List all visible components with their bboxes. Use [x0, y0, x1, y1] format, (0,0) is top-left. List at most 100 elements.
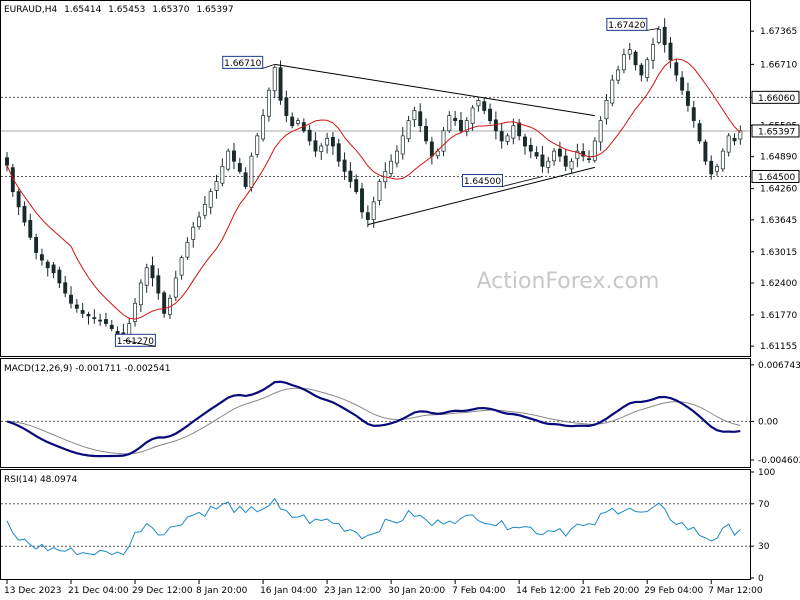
- candle-body: [144, 267, 149, 286]
- macd-axis-label: 0.00: [758, 417, 778, 427]
- candle-body: [389, 160, 394, 174]
- candle-body: [5, 157, 9, 166]
- candle-body: [540, 154, 545, 167]
- macd-layer: [1, 380, 750, 458]
- candle-body: [587, 158, 591, 161]
- candle-body: [668, 42, 673, 61]
- price-annotation-text: 1.67420: [608, 21, 645, 31]
- candle-body: [534, 152, 539, 157]
- candle-body: [226, 150, 231, 170]
- price-level-tag: [751, 169, 800, 183]
- candle-body: [74, 304, 79, 309]
- candle-body: [115, 331, 120, 335]
- price-annotation-text: 1.64500: [464, 177, 501, 187]
- candle-body: [523, 136, 527, 147]
- candle-body: [680, 77, 685, 91]
- candle-body: [220, 165, 225, 184]
- candle-body: [86, 313, 91, 317]
- candle-body: [720, 150, 725, 170]
- candle-body: [412, 110, 417, 121]
- candle-body: [45, 261, 50, 269]
- candle-body: [633, 51, 638, 66]
- candle-body: [604, 100, 609, 120]
- candle-body: [103, 319, 108, 324]
- candle-body: [453, 117, 458, 122]
- x-axis-label: 21 Dec 04:00: [68, 586, 129, 596]
- price-axis-label: 1.64260: [760, 185, 797, 195]
- price-annotation-leader: [646, 27, 659, 31]
- candle-body: [418, 111, 423, 127]
- x-axis-label: 21 Feb 20:00: [580, 586, 639, 596]
- candle-body: [447, 115, 452, 132]
- candle-body: [406, 120, 411, 140]
- candle-body: [39, 254, 44, 261]
- candle-body: [476, 100, 481, 107]
- candle-body: [394, 150, 399, 164]
- x-axis-label: 7 Mar 12:00: [708, 586, 763, 596]
- candle-body: [57, 269, 62, 284]
- candle-body: [133, 302, 137, 322]
- x-axis-label: 29 Feb 04:00: [644, 586, 703, 596]
- candle-body: [22, 206, 27, 223]
- candle-body: [569, 160, 574, 170]
- candle-body: [173, 277, 178, 298]
- macd-axis-label: -0.004603: [758, 456, 800, 466]
- rsi-line: [6, 497, 741, 556]
- price-annotation-box: [114, 333, 156, 347]
- candle-body: [715, 165, 719, 172]
- candle-body: [360, 188, 364, 213]
- candle-body: [150, 265, 155, 279]
- rsi-axis-label: 100: [758, 468, 775, 478]
- x-axis-label: 7 Feb 04:00: [452, 586, 506, 596]
- x-axis-label: 14 Feb 12:00: [516, 586, 575, 596]
- candle-body: [237, 163, 242, 172]
- price-axis-label: 1.61770: [760, 311, 797, 321]
- candle-body: [592, 140, 597, 161]
- rsi-axis-label: 0: [758, 574, 764, 584]
- candle-body: [552, 150, 557, 162]
- candle-body: [528, 144, 533, 152]
- candle-body: [697, 123, 702, 142]
- candle-body: [98, 319, 103, 322]
- x-axis-label: 30 Jan 20:00: [388, 586, 445, 596]
- candle-body: [371, 201, 376, 220]
- candle-body: [179, 257, 184, 276]
- price-level-tag: [751, 124, 800, 138]
- candle-body: [109, 324, 114, 329]
- candle-body: [726, 135, 731, 153]
- candle-body: [563, 155, 568, 167]
- price-level-tag: [751, 90, 800, 104]
- candle-body: [482, 101, 487, 111]
- candle-body: [185, 242, 190, 258]
- x-axis-label: 13 Dec 2023: [4, 586, 62, 596]
- candle-body: [429, 141, 434, 157]
- moving-average-line: [6, 58, 741, 320]
- candle-body: [138, 282, 143, 306]
- candle-body: [69, 294, 73, 304]
- price-axis-label: 1.63015: [760, 248, 797, 258]
- candle-body: [400, 135, 405, 155]
- candle-body: [336, 143, 341, 162]
- candle-body: [610, 79, 615, 104]
- price-axis-label: 1.62400: [760, 279, 797, 289]
- candle-body: [296, 120, 300, 124]
- candle-body: [197, 216, 202, 228]
- candle-body: [51, 264, 56, 274]
- candle-body: [249, 155, 254, 188]
- candle-body: [732, 137, 737, 142]
- macd-line: [6, 380, 741, 458]
- candle-body: [470, 107, 475, 124]
- chart-header: EURAUD,H4 1.65414 1.65453 1.65370 1.6539…: [4, 5, 234, 15]
- candle-body: [307, 129, 312, 142]
- candle-body: [272, 67, 277, 92]
- candle-body: [627, 49, 632, 55]
- candle-body: [278, 67, 283, 101]
- candle-body: [243, 172, 248, 187]
- candle-body: [191, 226, 196, 240]
- candle-body: [63, 282, 68, 294]
- candle-body: [674, 62, 679, 76]
- x-axis-label: 8 Jan 20:00: [196, 586, 248, 596]
- price-axis-label: 1.61155: [760, 342, 797, 352]
- price-level-tag-text: 1.66060: [758, 94, 795, 104]
- price-annotation-box: [461, 173, 503, 187]
